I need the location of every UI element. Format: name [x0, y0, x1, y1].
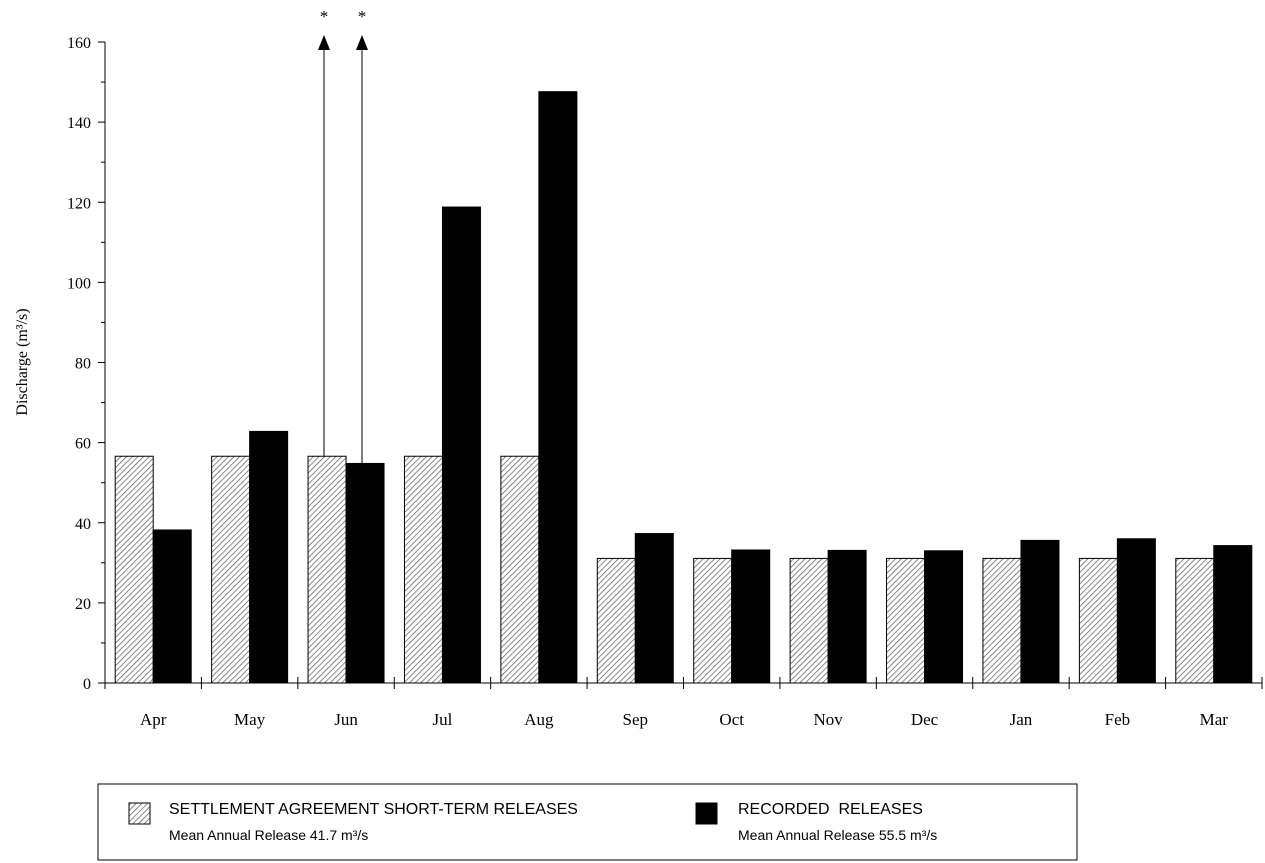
legend-label-recorded: RECORDED RELEASES — [738, 801, 923, 818]
bar-recorded — [345, 462, 385, 684]
bar-recorded — [634, 533, 674, 684]
bar-recorded — [827, 549, 867, 684]
legend-box — [97, 783, 1078, 861]
annotation-asterisk: * — [320, 7, 329, 26]
bar-settlement — [982, 557, 1022, 684]
bar-settlement — [307, 455, 347, 684]
bar-recorded — [152, 529, 192, 684]
bar-settlement — [500, 455, 540, 684]
x-tick-label: Mar — [1200, 710, 1229, 729]
annotation-arrow-head — [318, 35, 331, 50]
legend-sublabel-recorded: Mean Annual Release 55.5 m³/s — [738, 827, 937, 843]
bar-recorded — [249, 430, 289, 684]
x-tick-label: Nov — [813, 710, 843, 729]
bar-settlement — [596, 557, 636, 684]
x-tick-label: May — [234, 710, 266, 729]
axes: 0 20 40 60 80 100 120 140 160 Apr May Jun Jul Aug Sep O… — [67, 35, 1263, 729]
annotation-arrow-head — [356, 35, 369, 50]
bar-settlement — [114, 455, 154, 684]
bar-settlement — [403, 455, 443, 684]
y-tick-label: 120 — [67, 195, 91, 212]
y-tick-label: 80 — [75, 356, 91, 373]
y-axis-label: Discharge (m³/s) — [14, 308, 31, 415]
legend: SETTLEMENT AGREEMENT SHORT-TERM RELEASES… — [97, 783, 1078, 861]
annotations: * * — [318, 7, 369, 464]
bar-settlement — [886, 557, 926, 684]
bars — [114, 91, 1253, 684]
legend-label-settlement: SETTLEMENT AGREEMENT SHORT-TERM RELEASES — [169, 801, 578, 818]
x-tick-label: Jul — [433, 710, 453, 729]
legend-swatch-settlement — [128, 802, 151, 825]
bar-settlement — [1175, 557, 1215, 684]
annotation-asterisk: * — [358, 7, 367, 26]
x-tick-label: Dec — [911, 710, 939, 729]
bar-settlement — [693, 557, 733, 684]
y-tick-label: 140 — [67, 115, 91, 132]
x-tick-label: Feb — [1105, 710, 1131, 729]
x-tick-label: Sep — [623, 710, 649, 729]
y-tick-label: 20 — [75, 596, 91, 613]
bar-recorded — [1020, 539, 1060, 684]
y-tick-label: 60 — [75, 436, 91, 453]
bar-settlement — [1078, 557, 1118, 684]
x-tick-label: Apr — [140, 710, 167, 729]
bar-recorded — [1213, 545, 1253, 684]
bar-recorded — [538, 91, 578, 684]
y-tick-label: 100 — [67, 275, 91, 292]
bar-recorded — [731, 549, 771, 684]
x-tick-label: Jun — [334, 710, 358, 729]
bar-settlement — [789, 557, 829, 684]
x-tick-label: Jan — [1010, 710, 1033, 729]
bar-recorded — [441, 206, 481, 684]
y-tick-label: 0 — [83, 676, 91, 693]
y-axis-label-text: Discharge (m³/s) — [14, 308, 31, 415]
bar-settlement — [211, 455, 251, 684]
legend-sublabel-settlement: Mean Annual Release 41.7 m³/s — [169, 827, 368, 843]
x-tick-label: Oct — [719, 710, 744, 729]
bar-recorded — [1116, 538, 1156, 684]
y-tick-label: 40 — [75, 516, 91, 533]
y-tick-label: 160 — [67, 35, 91, 52]
legend-swatch-recorded — [695, 802, 718, 825]
x-tick-label: Aug — [524, 710, 554, 729]
bar-recorded — [924, 550, 964, 684]
